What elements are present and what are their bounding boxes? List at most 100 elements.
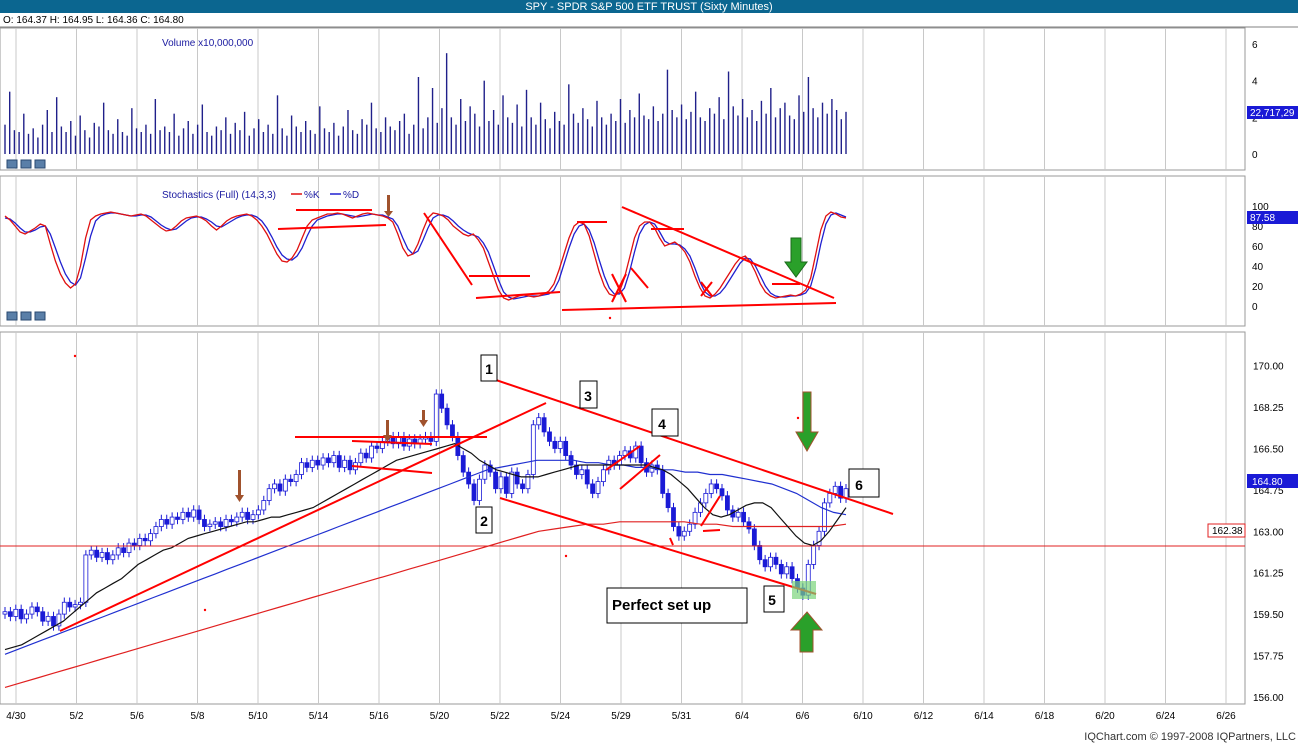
candle-body — [369, 445, 374, 459]
price-candle — [185, 507, 191, 522]
panel-settings-icon[interactable] — [34, 159, 46, 169]
candle-body — [439, 393, 445, 409]
price-trendline — [351, 440, 433, 445]
falling-channel-top — [489, 377, 894, 515]
candle-body — [676, 526, 682, 537]
price-candle — [88, 545, 94, 560]
price-candle — [746, 517, 752, 534]
volume-panel-controls[interactable] — [6, 159, 46, 169]
zoom-out-icon[interactable] — [20, 311, 32, 321]
price-candle — [714, 479, 720, 494]
candle-body — [282, 478, 288, 492]
candle-body — [838, 485, 844, 499]
candle-body — [574, 464, 579, 475]
stochastic-arrows — [384, 195, 808, 278]
candle-body — [498, 476, 504, 490]
candle-body — [336, 455, 342, 468]
price-candle — [277, 479, 283, 496]
price-trendline — [619, 454, 661, 490]
green-down-arrow-icon — [795, 391, 819, 452]
price-candle — [51, 611, 56, 631]
candle-body — [288, 478, 294, 482]
candle-body — [633, 445, 639, 459]
price-candle — [509, 467, 515, 499]
price-candle — [229, 514, 234, 527]
price-candle — [158, 514, 164, 532]
candle-body — [687, 523, 693, 532]
price-candle — [778, 559, 784, 579]
candle-body — [239, 511, 245, 518]
wave-label: 4 — [658, 416, 666, 432]
price-candle — [56, 609, 62, 631]
candle-body — [477, 478, 482, 501]
candle-body — [363, 452, 369, 459]
y-tick-label: 60 — [1252, 242, 1264, 253]
stoch-trendline — [423, 212, 473, 286]
price-candle — [94, 545, 100, 563]
price-candle — [450, 420, 455, 442]
price-candle — [590, 479, 596, 499]
wave-label: 1 — [485, 361, 493, 377]
x-tick-label: 6/10 — [853, 711, 873, 722]
candle-body — [768, 556, 773, 568]
price-candle — [315, 455, 321, 470]
candle-body — [347, 459, 353, 471]
candle-body — [131, 542, 137, 546]
price-candle — [72, 599, 78, 612]
price-candle — [331, 450, 337, 468]
candle-body — [51, 616, 56, 627]
x-tick-label: 6/24 — [1156, 711, 1176, 722]
candle-body — [665, 493, 671, 509]
price-candle — [13, 604, 19, 622]
candle-body — [229, 519, 234, 523]
zoom-in-icon[interactable] — [6, 159, 18, 169]
candle-body — [110, 554, 116, 561]
candle-body — [99, 552, 105, 558]
price-candle — [299, 457, 304, 480]
candle-body — [94, 549, 100, 558]
x-tick-label: 5/16 — [369, 711, 389, 722]
header-bar — [0, 0, 1298, 13]
x-tick-label: 5/20 — [430, 711, 450, 722]
price-candle — [439, 389, 445, 413]
zoom-out-icon[interactable] — [20, 159, 32, 169]
candle-body — [175, 516, 180, 520]
zoom-in-icon[interactable] — [6, 311, 18, 321]
fast-moving-average-line — [4, 443, 847, 651]
candle-body — [78, 601, 83, 606]
price-candle — [547, 427, 552, 447]
percent-k-line — [4, 211, 847, 301]
stochastic-last-value-badge — [1247, 211, 1298, 224]
panel-settings-icon[interactable] — [34, 311, 46, 321]
y-tick-label: 4 — [1252, 77, 1258, 88]
price-candle — [838, 481, 844, 503]
price-candle — [681, 526, 687, 541]
y-tick-label: 156.00 — [1253, 693, 1284, 704]
stochastic-panel-controls[interactable] — [6, 311, 46, 321]
price-candle — [175, 512, 180, 525]
candle-body — [207, 523, 213, 527]
candle-body — [671, 507, 676, 527]
price-candle — [202, 514, 207, 532]
price-candle — [148, 528, 153, 546]
price-candle — [579, 465, 585, 480]
candle-body — [525, 474, 531, 490]
price-candle — [29, 602, 35, 619]
candle-body — [530, 424, 536, 475]
candle-body — [751, 528, 757, 546]
x-tick-label: 6/20 — [1095, 711, 1115, 722]
price-candle — [223, 514, 229, 532]
price-candle — [498, 472, 504, 494]
price-candle — [601, 465, 606, 487]
price-candle — [358, 448, 364, 468]
x-tick-label: 6/6 — [796, 711, 810, 722]
volume-last-value-badge — [1247, 106, 1298, 119]
callout-box — [606, 587, 748, 624]
candle-body — [234, 516, 240, 523]
candle-body — [299, 462, 304, 475]
price-candle — [530, 420, 536, 480]
candle-body — [40, 611, 46, 622]
candle-body — [401, 436, 407, 447]
candle-body — [45, 616, 51, 622]
